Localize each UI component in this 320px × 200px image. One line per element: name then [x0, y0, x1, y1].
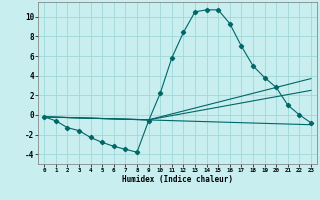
X-axis label: Humidex (Indice chaleur): Humidex (Indice chaleur): [122, 175, 233, 184]
